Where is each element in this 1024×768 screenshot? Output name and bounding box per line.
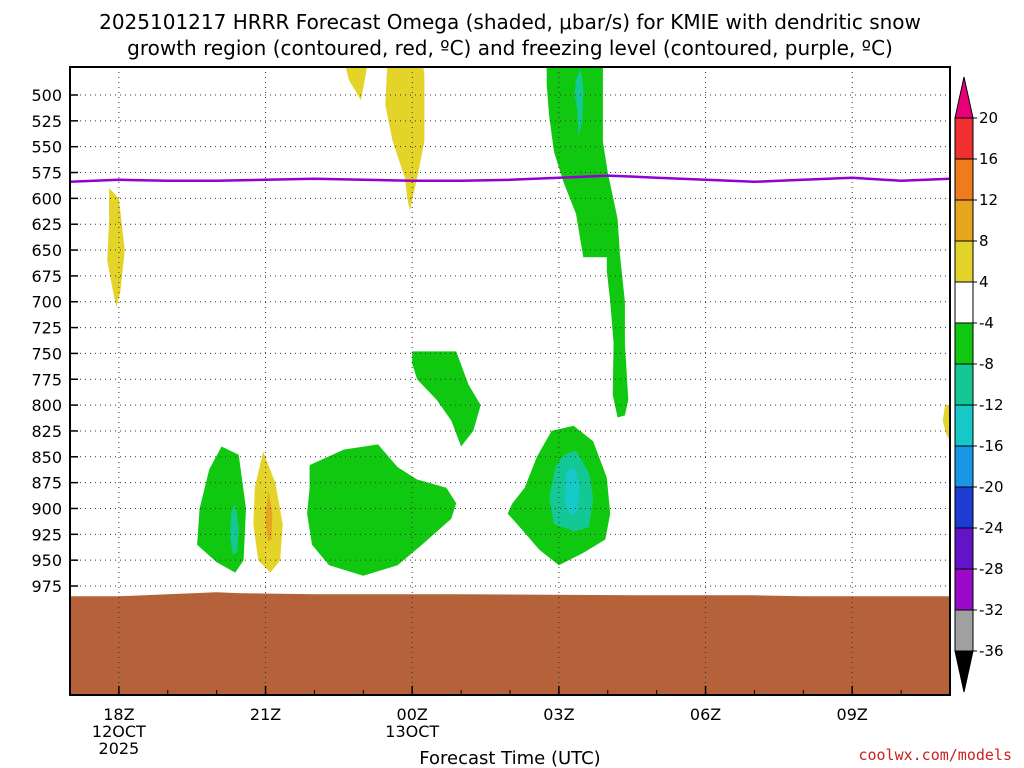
colorbar-swatch (954, 158, 974, 201)
y-tick-label: 525 (31, 112, 62, 131)
x-tick-label: 00Z (397, 705, 428, 724)
y-tick-label: 725 (31, 319, 62, 338)
y-tick-label: 575 (31, 164, 62, 183)
y-axis: 500 525 550 575 600 625 650 675 700 725 750 775 800 8… (31, 86, 78, 596)
x-tick-label: 03Z (543, 705, 574, 724)
credit-link[interactable]: coolwx.com/models (858, 746, 1012, 764)
colorbar-swatch (954, 199, 974, 242)
colorbar-label: -16 (979, 437, 1004, 455)
y-tick-label: 675 (31, 267, 62, 286)
x-axis-label: Forecast Time (UTC) (419, 748, 600, 768)
omega-region-11 (229, 503, 239, 555)
y-tick-label: 600 (31, 189, 62, 208)
plot-background (70, 67, 950, 695)
chart-title-line1: 2025101217 HRRR Forecast Omega (shaded, … (99, 10, 921, 34)
omega-region-9 (564, 467, 580, 516)
colorbar-label: -4 (979, 314, 994, 332)
omega-region-0 (107, 188, 125, 307)
colorbar-label: -20 (979, 478, 1004, 496)
omega-region-4 (606, 255, 629, 418)
y-tick-label: 925 (31, 525, 62, 544)
omega-region-15 (942, 405, 950, 442)
y-tick-label: 950 (31, 551, 62, 570)
y-tick-label: 900 (31, 499, 62, 518)
colorbar-label: 16 (979, 150, 998, 168)
y-tick-label: 700 (31, 293, 62, 312)
x-tick-label: 13OCT (385, 722, 439, 741)
y-tick-label: 850 (31, 448, 62, 467)
chart-title-line2: growth region (contoured, red, ºC) and f… (127, 36, 893, 60)
x-tick-label: 2025 (99, 739, 140, 758)
y-tick-label: 750 (31, 344, 62, 363)
colorbar-label: 4 (979, 273, 989, 291)
grid-lines (70, 67, 950, 695)
colorbar-swatch (954, 281, 974, 324)
omega-region-1 (345, 67, 367, 101)
colorbar-label: -12 (979, 396, 1004, 414)
colorbar-label: -28 (979, 560, 1004, 578)
terrain-band (70, 592, 950, 695)
colorbar-swatch (954, 117, 974, 160)
colorbar-swatch (954, 568, 974, 611)
y-tick-label: 625 (31, 215, 62, 234)
contour-lines (70, 63, 950, 184)
freezing-level-line (70, 174, 950, 184)
y-tick-label: 775 (31, 370, 62, 389)
x-tick-label: 12OCT (92, 722, 146, 741)
colorbar-swatch (954, 240, 974, 283)
colorbar-swatch (954, 609, 974, 652)
omega-shading (70, 67, 950, 695)
colorbar-label: -32 (979, 601, 1004, 619)
omega-region-3 (546, 67, 620, 258)
x-tick-label: 09Z (837, 705, 868, 724)
omega-region-6 (412, 351, 481, 447)
omega-region-13 (265, 490, 273, 542)
x-tick-label: 06Z (690, 705, 721, 724)
colorbar-swatch (954, 404, 974, 447)
colorbar-swatch (954, 445, 974, 488)
colorbar-bottom-arrow (954, 650, 974, 693)
y-tick-label: 975 (31, 577, 62, 596)
y-tick-label: 800 (31, 396, 62, 415)
dgz-contour (70, 63, 94, 64)
colorbar-label: 20 (979, 109, 998, 127)
y-tick-label: 825 (31, 422, 62, 441)
colorbar-label: 12 (979, 191, 998, 209)
y-tick-label: 650 (31, 241, 62, 260)
colorbar-label: 8 (979, 232, 989, 250)
omega-region-2 (385, 67, 425, 211)
colorbar: 20 16 12 8 4 -4 -8 -12 -16 -20 -24 -28 -32 -36 (954, 76, 1004, 693)
colorbar-label: -24 (979, 519, 1004, 537)
colorbar-swatch (954, 322, 974, 365)
x-tick-label: 18Z (103, 705, 134, 724)
colorbar-swatch (954, 527, 974, 570)
y-tick-label: 550 (31, 138, 62, 157)
omega-region-14 (307, 444, 457, 576)
colorbar-label: -8 (979, 355, 994, 373)
colorbar-swatch (954, 363, 974, 406)
x-tick-label: 21Z (250, 705, 281, 724)
colorbar-top-arrow (954, 76, 974, 119)
omega-region-5 (574, 69, 584, 137)
plot-area (69, 63, 951, 696)
colorbar-swatch (954, 486, 974, 529)
y-tick-label: 500 (31, 86, 62, 105)
colorbar-label: -36 (979, 642, 1004, 660)
y-tick-label: 875 (31, 474, 62, 493)
